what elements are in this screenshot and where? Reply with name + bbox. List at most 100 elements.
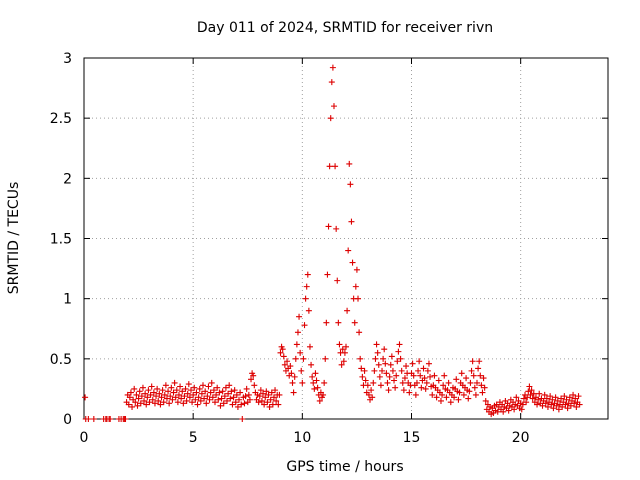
data-point (505, 407, 512, 414)
data-point (437, 397, 444, 404)
data-point (361, 367, 368, 374)
data-point (287, 363, 294, 370)
data-point (207, 389, 214, 396)
data-point (511, 406, 518, 413)
data-point (549, 396, 556, 403)
data-point (375, 361, 382, 368)
data-point (220, 400, 227, 407)
data-point (161, 391, 168, 398)
data-point (564, 405, 571, 412)
data-point (302, 295, 309, 302)
data-point (292, 355, 299, 362)
data-point (198, 390, 205, 397)
data-point (301, 322, 308, 329)
data-point (299, 379, 306, 386)
data-point (189, 399, 196, 406)
data-point (466, 388, 473, 395)
data-point (289, 379, 296, 386)
data-point (325, 223, 332, 230)
data-point (453, 376, 460, 383)
data-point (203, 400, 210, 407)
data-point (305, 307, 312, 314)
data-point (351, 319, 358, 326)
data-point (156, 390, 163, 397)
data-point (192, 396, 199, 403)
data-point (173, 387, 180, 394)
data-point (439, 391, 446, 398)
x-tick-label: 15 (403, 430, 421, 446)
data-point (154, 385, 161, 392)
data-point (314, 384, 321, 391)
data-point (341, 349, 348, 356)
data-point (281, 361, 288, 368)
data-point (369, 394, 376, 401)
data-point (482, 397, 489, 404)
data-point (392, 384, 399, 391)
x-tick-label: 5 (189, 430, 198, 446)
data-point (144, 394, 151, 401)
data-point (382, 360, 389, 367)
data-point (544, 403, 551, 410)
data-point (372, 355, 379, 362)
data-point (562, 401, 569, 408)
data-point (260, 390, 267, 397)
x-tick-label: 20 (512, 430, 530, 446)
data-point (168, 384, 175, 391)
data-point (275, 401, 282, 408)
data-point (195, 394, 202, 401)
data-point (334, 277, 341, 284)
data-point (210, 387, 217, 394)
data-point (391, 377, 398, 384)
data-point (552, 394, 559, 401)
data-point (265, 391, 272, 398)
data-point (175, 391, 182, 398)
data-point (269, 401, 276, 408)
data-point (399, 379, 406, 386)
data-point (268, 389, 275, 396)
y-tick-label: 3 (63, 51, 72, 67)
data-point (326, 163, 333, 170)
data-point (141, 397, 148, 404)
data-point (456, 389, 463, 396)
data-point (162, 382, 169, 389)
data-point (251, 382, 258, 389)
data-point (224, 397, 231, 404)
data-point (231, 387, 238, 394)
data-point (272, 387, 279, 394)
data-point (387, 361, 394, 368)
x-tick-label: 0 (80, 430, 89, 446)
data-point (266, 403, 273, 410)
data-point (386, 373, 393, 380)
data-point (293, 341, 300, 348)
data-point (566, 394, 573, 401)
data-point (261, 401, 268, 408)
data-point (280, 353, 287, 360)
data-point (284, 358, 291, 365)
data-point (542, 400, 549, 407)
x-tick-label: 10 (293, 430, 311, 446)
data-point (288, 370, 295, 377)
data-point (194, 401, 201, 408)
data-point (178, 395, 185, 402)
data-point (215, 396, 222, 403)
data-point (518, 406, 525, 413)
data-point (304, 271, 311, 278)
data-point (445, 379, 452, 386)
data-point (306, 343, 313, 350)
data-point (147, 391, 154, 398)
data-point (481, 384, 488, 391)
data-point (554, 397, 561, 404)
data-point (143, 401, 150, 408)
data-point (219, 388, 226, 395)
data-point (423, 379, 430, 386)
data-point (370, 379, 377, 386)
data-point (291, 373, 298, 380)
data-point (158, 394, 165, 401)
data-point (296, 313, 303, 320)
data-point (403, 363, 410, 370)
data-point (126, 394, 133, 401)
data-point (148, 383, 155, 390)
data-point (228, 388, 235, 395)
